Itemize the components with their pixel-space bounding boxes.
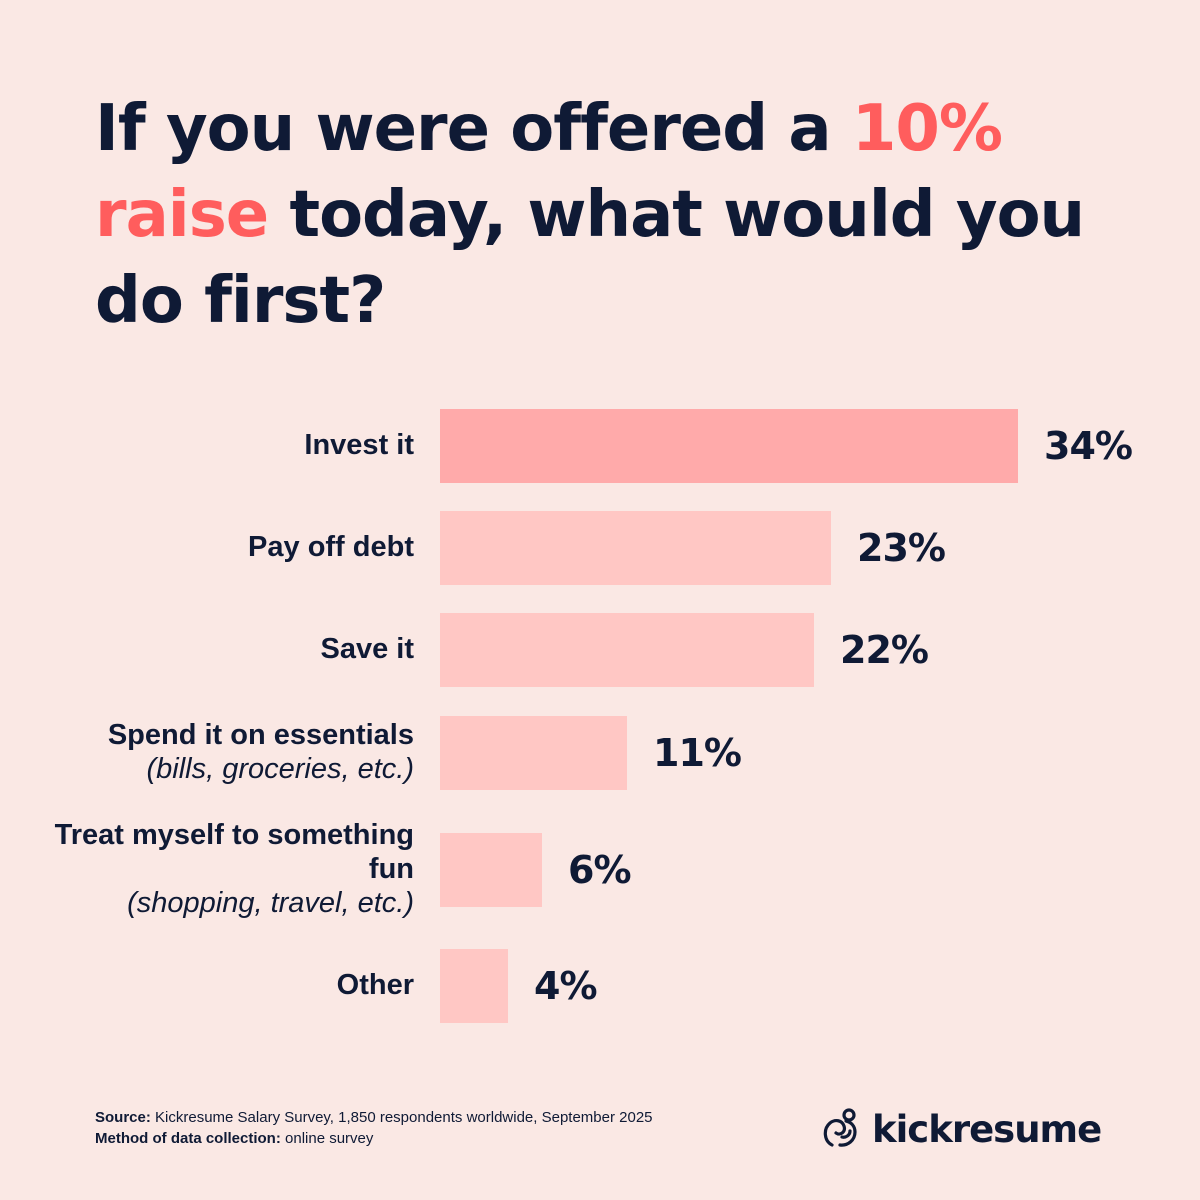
bar-value-label: 23% [857, 526, 946, 570]
bar-6 [440, 949, 508, 1023]
bar-chart: 34% Invest it 23% Pay off debt 22% Save it 11%… [0, 380, 1200, 1060]
bar-4 [440, 716, 627, 790]
category-label-main: Invest it [304, 429, 414, 461]
bar-5 [440, 833, 542, 907]
category-label-sub: (bills, groceries, etc.) [146, 753, 414, 785]
method-label: Method of data collection: [95, 1130, 281, 1147]
bar-value-label: 22% [840, 628, 929, 672]
brand-logo: kickresume [820, 1104, 1102, 1154]
bar-value-label: 11% [653, 731, 742, 775]
chart-title: If you were offered a 10% raise today, wh… [95, 92, 1085, 338]
category-label-main: Pay off debt [248, 531, 414, 563]
category-label-main: Save it [320, 633, 415, 665]
title-accent-raise: raise [95, 178, 269, 252]
title-accent-percent: 10% [851, 92, 1003, 166]
source-text: Kickresume Salary Survey, 1,850 responde… [150, 1109, 653, 1126]
method-text: online survey [280, 1130, 374, 1147]
brand-name: kickresume [872, 1107, 1102, 1151]
bar-value-label: 4% [534, 964, 598, 1008]
source-note: Source: Kickresume Salary Survey, 1,850 … [95, 1107, 653, 1149]
category-label: Invest it [14, 428, 414, 462]
bar-2 [440, 511, 831, 585]
category-label: Spend it on essentials (bills, groceries,… [14, 718, 414, 786]
bar-value-label: 6% [568, 848, 632, 892]
category-label-main: Spend it on essentials [107, 719, 414, 751]
category-label: Treat myself to something fun (shopping, … [14, 818, 414, 920]
category-label: Other [14, 968, 414, 1002]
bar-1 [440, 409, 1018, 483]
category-label: Save it [14, 632, 415, 666]
bar-3 [440, 613, 814, 687]
bar-value-label: 34% [1044, 424, 1133, 468]
kickresume-logo-icon [823, 1108, 857, 1147]
category-label: Pay off debt [14, 530, 414, 564]
category-label-sub: (shopping, travel, etc.) [127, 887, 414, 919]
category-label-main: Treat myself to something fun [54, 819, 414, 885]
category-label-main: Other [336, 969, 414, 1001]
source-label: Source: [95, 1109, 151, 1126]
